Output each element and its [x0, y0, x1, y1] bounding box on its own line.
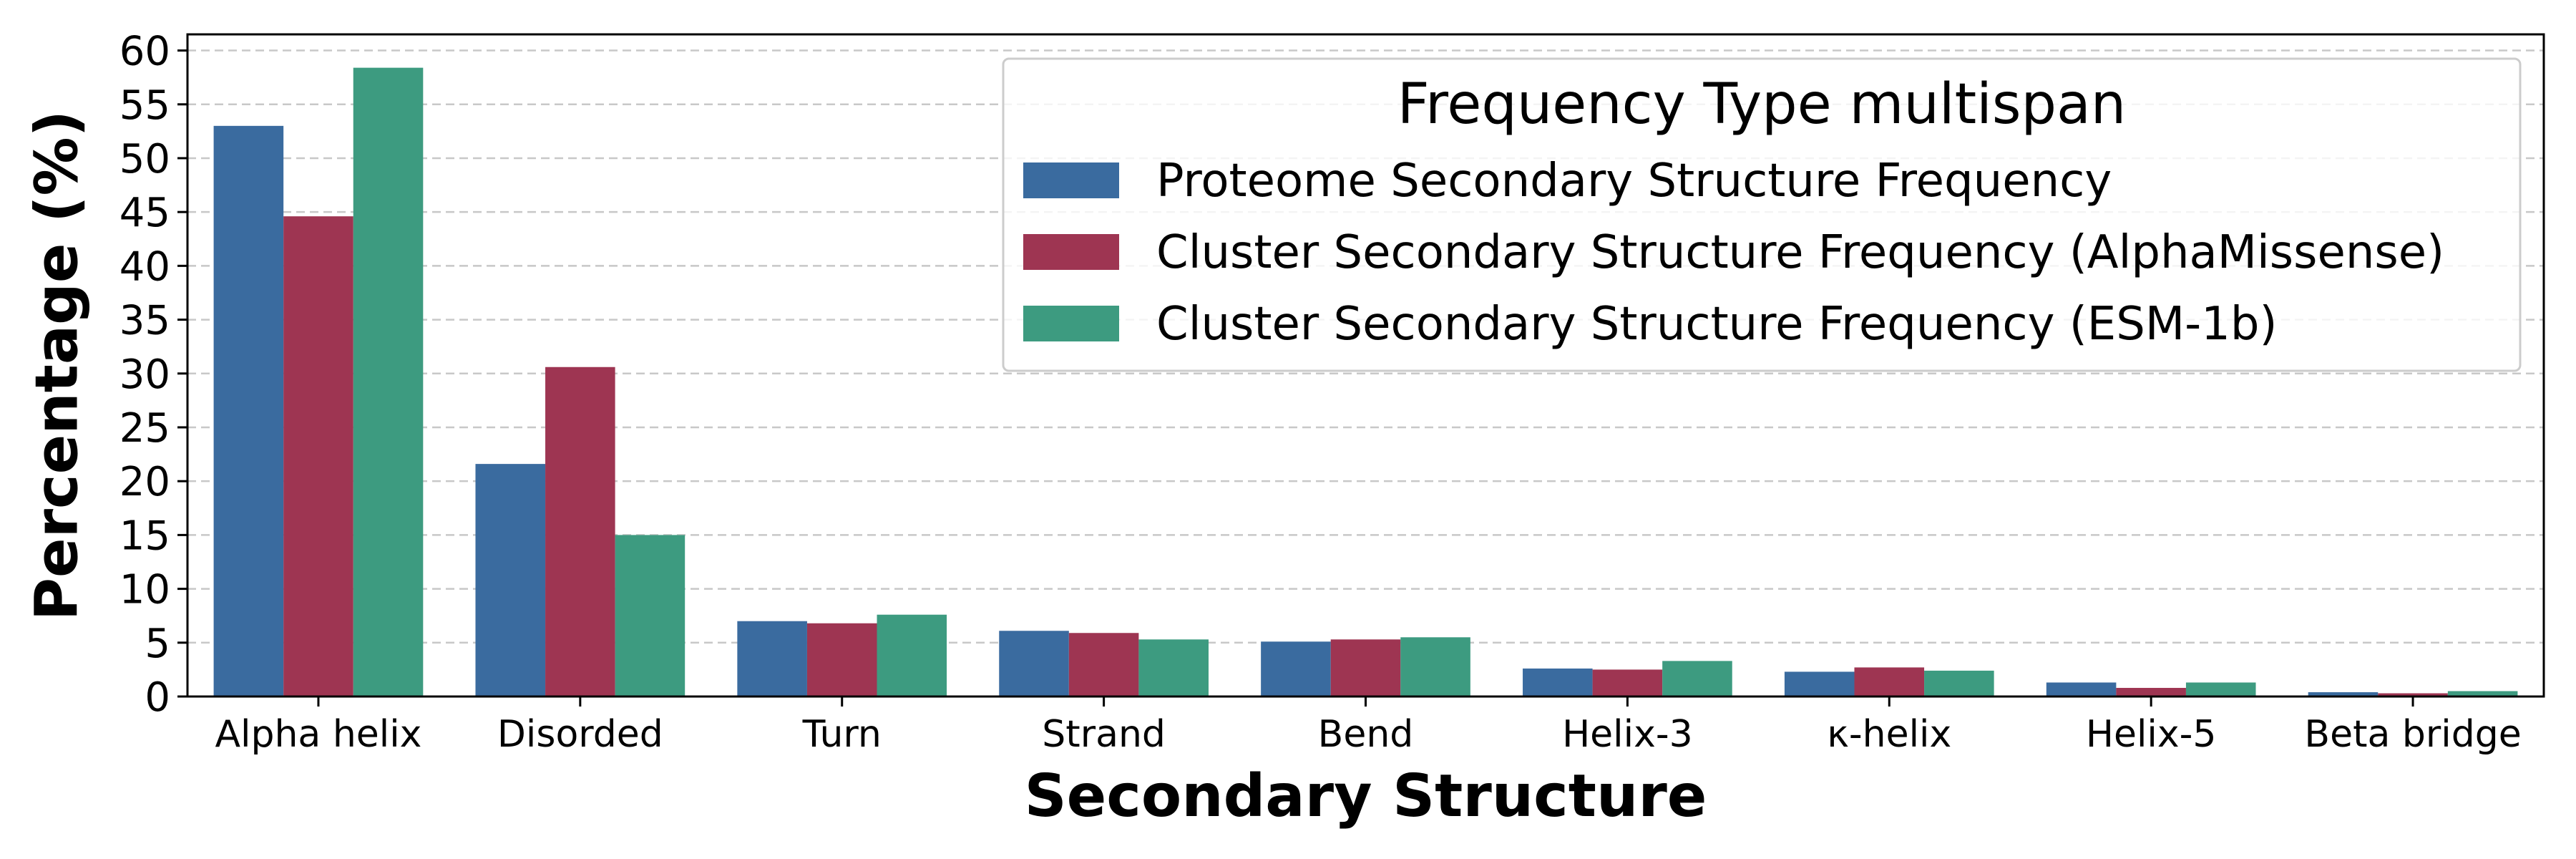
y-tick-label: 55 — [119, 82, 170, 129]
legend-swatch — [1023, 162, 1119, 198]
legend-box — [1002, 57, 2522, 372]
bar — [615, 535, 686, 697]
y-tick-label: 50 — [119, 136, 170, 183]
bar — [1924, 670, 1994, 697]
x-tick-label: Helix-3 — [1562, 713, 1693, 756]
bar — [1784, 671, 1855, 697]
bar — [877, 614, 947, 697]
bar — [475, 464, 546, 697]
legend-swatch — [1023, 234, 1119, 270]
bar — [2185, 682, 2256, 697]
legend-swatch — [1023, 306, 1119, 341]
bar — [1523, 668, 1593, 697]
y-tick-label: 60 — [119, 29, 170, 75]
y-tick-label: 30 — [119, 351, 170, 398]
x-tick-label: Turn — [802, 713, 882, 756]
x-tick-label: Helix-5 — [2086, 713, 2217, 756]
bar — [1400, 637, 1470, 697]
bar — [2378, 693, 2448, 697]
legend: Frequency Type multispan Proteome Second… — [1002, 57, 2522, 372]
y-tick-label: 0 — [145, 674, 170, 721]
bar — [213, 125, 284, 697]
legend-label: Cluster Secondary Structure Frequency (E… — [1156, 298, 2277, 351]
bar — [353, 67, 424, 697]
x-tick-label: Strand — [1042, 713, 1166, 756]
x-tick-label: Disorded — [497, 713, 663, 756]
y-tick-label: 5 — [145, 621, 170, 667]
bar — [2116, 687, 2186, 697]
x-axis-label: Secondary Structure — [1025, 762, 1707, 830]
y-tick-label: 25 — [119, 405, 170, 452]
y-tick-label: 40 — [119, 243, 170, 290]
bar — [1592, 669, 1663, 697]
legend-items: Proteome Secondary Structure Frequency Cl… — [1023, 155, 2444, 351]
bar — [1068, 633, 1139, 697]
y-tick-label: 35 — [119, 298, 170, 344]
y-tick-label: 20 — [119, 459, 170, 505]
bar — [2447, 691, 2518, 697]
bar — [545, 367, 615, 697]
x-tick-label: Beta bridge — [2304, 713, 2521, 756]
x-tick-label: Alpha helix — [215, 713, 421, 756]
y-axis-ticks: 0 5 10 15 20 25 30 35 40 45 50 55 60 — [119, 29, 187, 721]
bar — [1662, 661, 1732, 697]
bar — [2308, 691, 2379, 697]
bar — [2046, 682, 2117, 697]
legend-title: Frequency Type multispan — [1397, 72, 2126, 137]
bar — [1261, 641, 1331, 697]
bar — [1330, 639, 1401, 697]
y-tick-label: 15 — [119, 513, 170, 559]
y-tick-label: 45 — [119, 190, 170, 236]
y-tick-label: 10 — [119, 567, 170, 613]
x-axis-ticks: Alpha helix Disorded Turn Strand Bend Helix-3… — [215, 697, 2522, 756]
bar — [999, 631, 1069, 697]
legend-label: Cluster Secondary Structure Frequency (A… — [1156, 226, 2444, 279]
y-axis-label: Percentage (%) — [23, 110, 91, 621]
bar — [737, 621, 807, 697]
bar — [1854, 667, 1925, 697]
bar — [806, 623, 877, 697]
legend-label: Proteome Secondary Structure Frequency — [1156, 155, 2112, 208]
bar — [283, 216, 353, 697]
x-tick-label: κ-helix — [1827, 713, 1951, 756]
x-tick-label: Bend — [1318, 713, 1414, 756]
bars — [213, 67, 2518, 697]
bar — [1138, 639, 1209, 697]
